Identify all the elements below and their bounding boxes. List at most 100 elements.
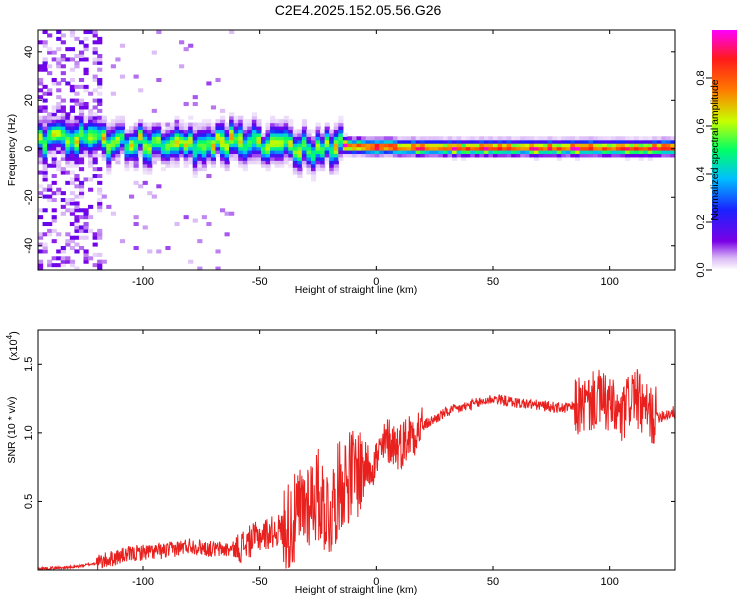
spectrogram-cell (74, 163, 80, 168)
spectrogram-cell (51, 198, 57, 203)
spectrogram-cell (247, 136, 253, 141)
spectrogram-cell (47, 139, 53, 144)
spectrogram-cell (115, 150, 121, 155)
spectrogram-cell (220, 139, 226, 144)
spectrogram-cell (215, 266, 221, 270)
spectrogram-cell (56, 256, 62, 261)
spectrogram-cell (670, 153, 675, 158)
spectrogram-cell (247, 143, 253, 148)
spectrogram-cell (101, 115, 107, 120)
spectrogram-cell (361, 153, 367, 158)
spectrogram-cell (220, 122, 226, 127)
spectrogram-cell (192, 95, 198, 100)
spectrogram-cell (179, 150, 185, 155)
spectrogram-cell (565, 153, 571, 158)
spectrogram-cell (652, 153, 658, 158)
spectrogram-cell (465, 139, 471, 144)
spectrogram-cell (556, 156, 562, 161)
spectrogram-cell (238, 126, 244, 131)
spectrogram-cell (47, 228, 53, 233)
spectrogram-cell (56, 115, 62, 120)
spectrogram-cell (60, 204, 66, 209)
spectrogram-cell (78, 194, 85, 199)
spectrogram-cell (602, 146, 608, 151)
spectrogram-cell (342, 139, 348, 144)
spectrogram-cell (311, 156, 317, 161)
spectrogram-cell (78, 180, 85, 185)
spectrogram-cell (661, 150, 667, 155)
spectrogram-cell (552, 153, 558, 158)
spectrogram-cell (106, 163, 112, 168)
spectrogram-cell (442, 153, 449, 158)
spectrogram-cell (74, 91, 80, 96)
spectrogram-cell (38, 266, 44, 270)
spectrogram-cell (629, 153, 635, 158)
spectrogram-cell (65, 208, 71, 213)
spectrogram-cell (442, 139, 449, 144)
spectrogram-cell (242, 143, 248, 148)
spectrogram-cell (452, 156, 458, 161)
spectrogram-cell (56, 36, 62, 41)
spectrogram-cell (638, 136, 644, 141)
spectrogram-cell (42, 84, 48, 89)
spectrogram-cell (138, 122, 144, 127)
spectrogram-cell (292, 146, 298, 151)
spectrogram-cell (42, 170, 48, 175)
spectrogram-cell (533, 139, 540, 144)
spectrogram-cell (297, 150, 303, 155)
spectrogram-cell (42, 163, 48, 168)
spectrogram-cell (483, 146, 490, 151)
spectrogram-cell (347, 150, 353, 155)
spectrogram-cell (201, 146, 207, 151)
spectrogram-cell (60, 129, 66, 134)
spectrogram-cell (397, 150, 403, 155)
spectrogram-cell (92, 263, 98, 268)
spectrogram-cell (78, 225, 85, 230)
spectrogram-cell (256, 119, 262, 124)
spectrogram-cell (606, 136, 612, 141)
spectrogram-cell (311, 174, 317, 179)
spectrogram-cell (78, 146, 85, 151)
spectrogram-cell (383, 136, 389, 141)
spectrogram-cell (124, 153, 130, 158)
spectrogram-cell (311, 143, 317, 148)
spectrogram-cell (647, 143, 653, 148)
spectrogram-cell (611, 153, 617, 158)
spectrogram-cell (301, 126, 308, 131)
spectrogram-cell (297, 146, 303, 151)
spectrogram-cell (415, 150, 421, 155)
spectrogram-cell (151, 136, 157, 141)
spectrogram-cell (179, 143, 185, 148)
spectrogram-cell (60, 256, 66, 261)
snr-y-multiplier-base: (x10 (8, 339, 20, 360)
spectrogram-cell (188, 153, 194, 158)
spectrogram-cell (65, 81, 71, 86)
spectrogram-cell (210, 160, 217, 165)
spectrogram-cell (206, 136, 212, 141)
spectrogram-cell (78, 160, 85, 165)
spectrogram-cell (224, 136, 230, 141)
spectrogram-cell (65, 259, 71, 264)
spectrogram-cell (174, 115, 180, 120)
spectrogram-cell (306, 146, 312, 151)
spectrogram-cell (320, 150, 326, 155)
snr-frame (37, 329, 676, 571)
spectrogram-cell (447, 153, 453, 158)
spectrogram-cell (206, 160, 212, 165)
spectrogram-cell (415, 136, 421, 141)
spectrogram-cell (470, 143, 476, 148)
spectrogram-cell (634, 150, 640, 155)
spectrogram-cell (383, 153, 389, 158)
spectrogram-cell (533, 146, 540, 151)
spectrogram-cell (260, 139, 267, 144)
spectrogram-cell (74, 174, 80, 179)
spectrogram-cell (251, 126, 257, 131)
spectrogram-cell (606, 139, 612, 144)
spectrogram-cell (333, 143, 339, 148)
spectrogram-cell (51, 57, 57, 62)
spectrogram-cell (65, 132, 71, 137)
spectrogram-cell (192, 218, 198, 223)
spectrogram-cell (147, 191, 153, 196)
spectrogram-cell (251, 143, 257, 148)
spectrogram-cell (78, 129, 85, 134)
